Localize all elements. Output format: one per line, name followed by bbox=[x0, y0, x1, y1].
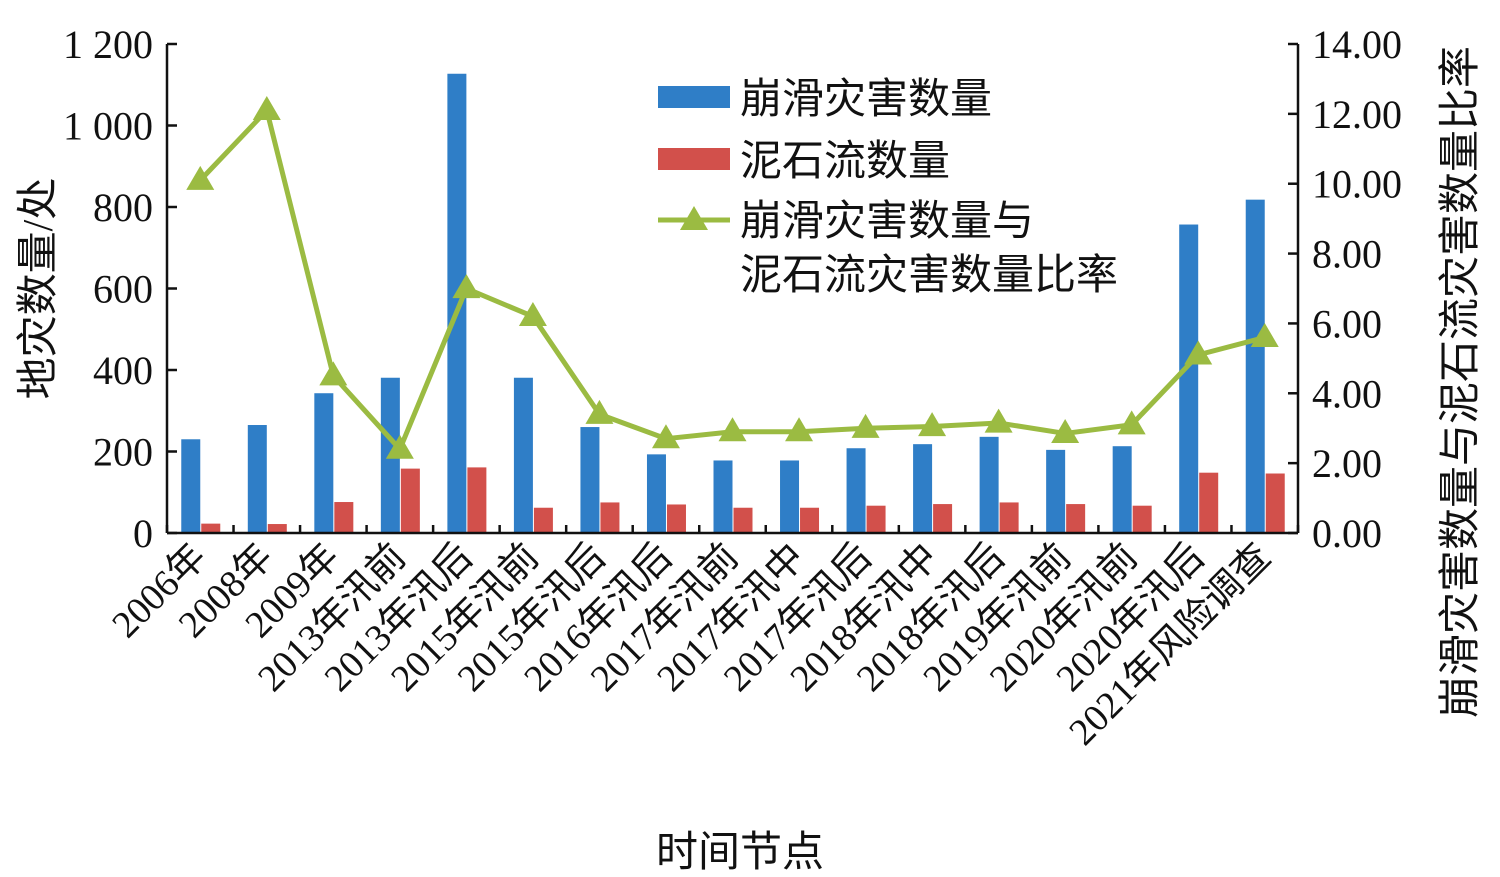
ratio-marker bbox=[1184, 340, 1213, 365]
bar-debris-flow bbox=[201, 523, 221, 533]
y-axis-title: 地灾数量/处 bbox=[16, 178, 62, 400]
bar-debris-flow bbox=[800, 507, 820, 533]
bar-debris-flow bbox=[933, 504, 953, 533]
ratio-marker bbox=[585, 399, 614, 424]
bar-debris-flow bbox=[1132, 505, 1152, 533]
bar-debris-flow bbox=[600, 502, 620, 533]
bar-debris-flow bbox=[533, 507, 553, 533]
bar-landslide bbox=[979, 436, 999, 533]
bar-landslide bbox=[1179, 224, 1199, 533]
bar-debris-flow bbox=[467, 467, 487, 533]
bar-landslide bbox=[247, 425, 267, 533]
ratio-marker bbox=[718, 417, 747, 442]
y2-axis-title: 崩滑灾害数量与泥石流灾害数量比率 bbox=[1437, 46, 1484, 718]
ratio-marker bbox=[1051, 419, 1080, 444]
bar-landslide bbox=[181, 439, 201, 533]
left-tick-label: 0 bbox=[133, 511, 153, 556]
legend-swatch-ratio-marker bbox=[680, 206, 708, 230]
ratio-marker bbox=[785, 417, 814, 442]
bar-debris-flow bbox=[666, 504, 686, 533]
bar-landslide bbox=[646, 454, 666, 533]
ratio-line-layer bbox=[186, 95, 1279, 459]
bar-landslide bbox=[1245, 199, 1265, 534]
ratio-marker bbox=[385, 434, 414, 459]
legend-label-ratio: 崩滑灾害数量与 bbox=[740, 198, 1034, 245]
bar-landslide bbox=[846, 448, 866, 533]
bar-landslide bbox=[1046, 449, 1066, 533]
axes-layer: 0 200 400 600 800 1 000 1 200 0.00 2.00 4.00 6.00 8… bbox=[63, 22, 1402, 753]
bars-layer bbox=[181, 73, 1285, 534]
right-tick-label: 4.00 bbox=[1312, 371, 1382, 416]
legend-label-ratio: 泥石流灾害数量比率 bbox=[740, 252, 1118, 299]
bar-debris-flow bbox=[400, 468, 420, 533]
right-tick-label: 0.00 bbox=[1312, 511, 1382, 556]
ratio-marker bbox=[518, 302, 547, 327]
bar-landslide bbox=[1112, 446, 1132, 533]
ratio-marker bbox=[252, 95, 281, 120]
ratio-marker bbox=[851, 413, 880, 438]
left-tick-label: 1 200 bbox=[63, 22, 153, 67]
legend-swatch-landslide bbox=[658, 86, 730, 108]
right-tick-label: 6.00 bbox=[1312, 301, 1382, 346]
bar-debris-flow bbox=[866, 505, 886, 533]
ratio-marker bbox=[319, 361, 348, 386]
bar-debris-flow bbox=[733, 507, 753, 533]
bar-landslide bbox=[780, 460, 800, 533]
left-tick-label: 600 bbox=[93, 267, 153, 312]
left-tick-label: 1 000 bbox=[63, 104, 153, 149]
left-tick-label: 800 bbox=[93, 185, 153, 230]
ratio-marker bbox=[651, 424, 680, 449]
bar-debris-flow bbox=[1199, 472, 1219, 533]
bar-debris-flow bbox=[1265, 473, 1285, 533]
ratio-marker bbox=[186, 165, 215, 190]
bar-landslide bbox=[513, 377, 533, 533]
bar-debris-flow bbox=[999, 502, 1019, 533]
ratio-marker bbox=[1250, 323, 1279, 347]
legend-label-debris-flow: 泥石流数量 bbox=[740, 139, 950, 185]
ratio-marker bbox=[984, 408, 1013, 433]
right-tick-label: 8.00 bbox=[1312, 232, 1382, 277]
bar-landslide bbox=[713, 460, 733, 533]
right-tick-label: 10.00 bbox=[1312, 162, 1402, 207]
legend-label-landslide: 崩滑灾害数量 bbox=[740, 76, 992, 123]
x-axis-title: 时间节点 bbox=[656, 830, 824, 876]
left-tick-label: 400 bbox=[93, 348, 153, 393]
ratio-marker bbox=[918, 412, 947, 437]
bar-debris-flow bbox=[334, 502, 354, 533]
bar-debris-flow bbox=[1066, 504, 1086, 533]
bar-landslide bbox=[314, 393, 334, 533]
ratio-marker bbox=[452, 274, 481, 299]
bar-landslide bbox=[913, 444, 933, 533]
bar-landslide bbox=[580, 427, 600, 533]
ratio-marker bbox=[1117, 410, 1146, 435]
right-tick-label: 14.00 bbox=[1312, 22, 1402, 67]
bar-landslide bbox=[447, 73, 467, 533]
legend-swatch-debris-flow bbox=[658, 148, 730, 170]
right-tick-label: 2.00 bbox=[1312, 441, 1382, 486]
left-tick-label: 200 bbox=[93, 430, 153, 475]
bar-debris-flow bbox=[267, 524, 287, 533]
right-tick-label: 12.00 bbox=[1312, 92, 1402, 137]
